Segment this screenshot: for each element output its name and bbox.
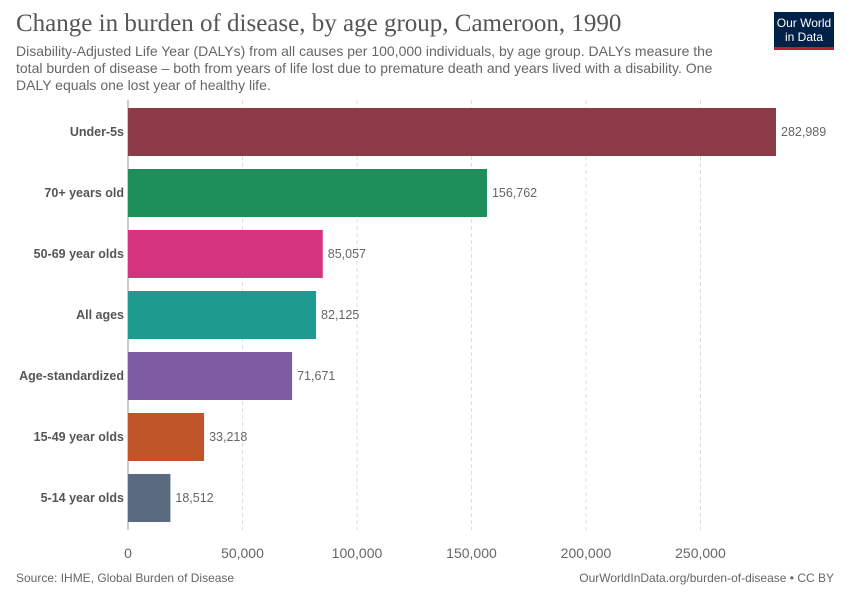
chart-subtitle: Disability-Adjusted Life Year (DALYs) fr… (16, 43, 713, 93)
source-url[interactable]: OurWorldInData.org/burden-of-disease • C… (579, 571, 834, 585)
bar (128, 230, 323, 278)
category-label: 5-14 year olds (41, 491, 124, 505)
category-label: Under-5s (70, 125, 124, 139)
value-label: 282,989 (781, 125, 826, 139)
value-label: 71,671 (297, 369, 335, 383)
logo-line-1: Our World (776, 15, 832, 30)
owid-logo[interactable]: Our World in Data (774, 12, 834, 50)
x-tick-label: 150,000 (446, 545, 497, 561)
value-label: 85,057 (328, 247, 366, 261)
x-tick-label: 0 (124, 545, 132, 561)
bar (128, 413, 205, 461)
category-label: All ages (76, 308, 124, 322)
chart-title: Change in burden of disease, by age grou… (16, 10, 622, 37)
x-tick-label: 50,000 (221, 545, 264, 561)
bar (128, 108, 776, 156)
bar (128, 352, 293, 400)
category-label: 70+ years old (44, 186, 124, 200)
value-label: 33,218 (209, 430, 247, 444)
x-tick-label: 100,000 (332, 545, 383, 561)
category-label: 15-49 year olds (34, 430, 124, 444)
value-label: 18,512 (175, 491, 213, 505)
x-tick-label: 200,000 (561, 545, 612, 561)
source-note[interactable]: Source: IHME, Global Burden of Disease (16, 571, 235, 585)
bar (128, 169, 487, 217)
value-label: 82,125 (321, 308, 359, 322)
category-label: 50-69 year olds (34, 247, 124, 261)
x-tick-label: 250,000 (675, 545, 726, 561)
bar (128, 291, 317, 339)
category-label: Age-standardized (19, 369, 124, 383)
value-label: 156,762 (492, 186, 537, 200)
bar (128, 474, 171, 522)
logo-line-2: in Data (784, 29, 824, 44)
